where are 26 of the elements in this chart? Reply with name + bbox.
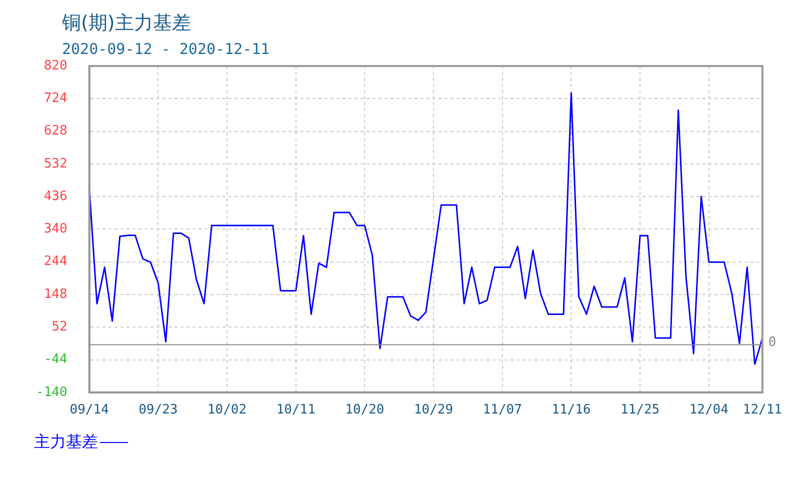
x-tick-label: 10/11 [276,402,316,418]
x-tick-label: 10/20 [345,402,384,418]
x-tick-label: 12/11 [742,402,782,418]
x-tick-label: 11/25 [620,402,660,418]
x-tick-label: 12/04 [689,402,729,418]
y-tick-label: 532 [44,156,68,172]
y-tick-label: 436 [44,188,68,204]
y-tick-label: 148 [44,286,68,302]
x-tick-label: 09/23 [138,402,178,418]
x-tick-label: 10/29 [414,402,454,418]
legend-label: 主力基差 [34,432,98,453]
y-tick-label: 340 [44,222,68,237]
y-tick-label: -44 [44,352,68,368]
chart-subtitle: 2020-09-12 - 2020-12-11 [62,40,270,58]
ref-line-label: 0 [768,335,776,350]
x-tick-label: 11/16 [552,402,591,418]
chart-title: 铜(期)主力基差 [62,11,191,36]
y-tick-label: -140 [36,384,68,400]
y-tick-label: 52 [52,319,68,334]
y-tick-label: 724 [44,91,68,106]
x-tick-label: 11/07 [482,402,522,418]
y-tick-label: 244 [44,254,68,270]
y-tick-label: 820 [44,58,68,74]
x-tick-label: 10/02 [207,402,247,418]
x-tick-label: 09/14 [70,402,110,418]
y-tick-label: 628 [44,124,68,139]
